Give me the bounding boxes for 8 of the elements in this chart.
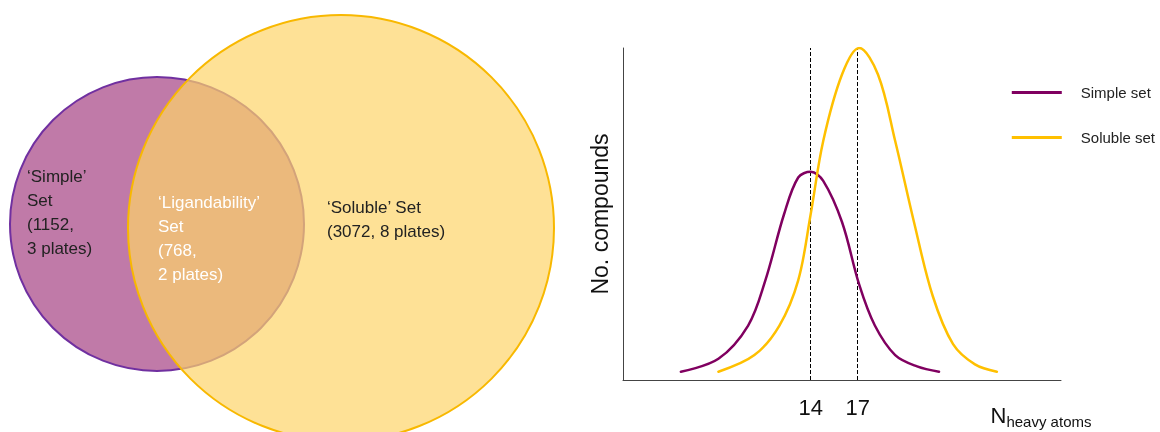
text: ‘Soluble’ Set (3072, 8 plates) — [327, 198, 446, 241]
text: ‘Simple’ Set (1152, 3 plates) — [27, 167, 93, 258]
x-tick-label: 17 — [845, 394, 870, 420]
y-axis-title: No. compounds — [586, 133, 613, 295]
legend-label: Simple set — [1080, 84, 1152, 101]
legend-label: Soluble set — [1080, 129, 1156, 146]
x-tick-label: 14 — [798, 394, 823, 420]
text: ‘Ligandability’ Set (768, 2 plates) — [158, 193, 261, 284]
